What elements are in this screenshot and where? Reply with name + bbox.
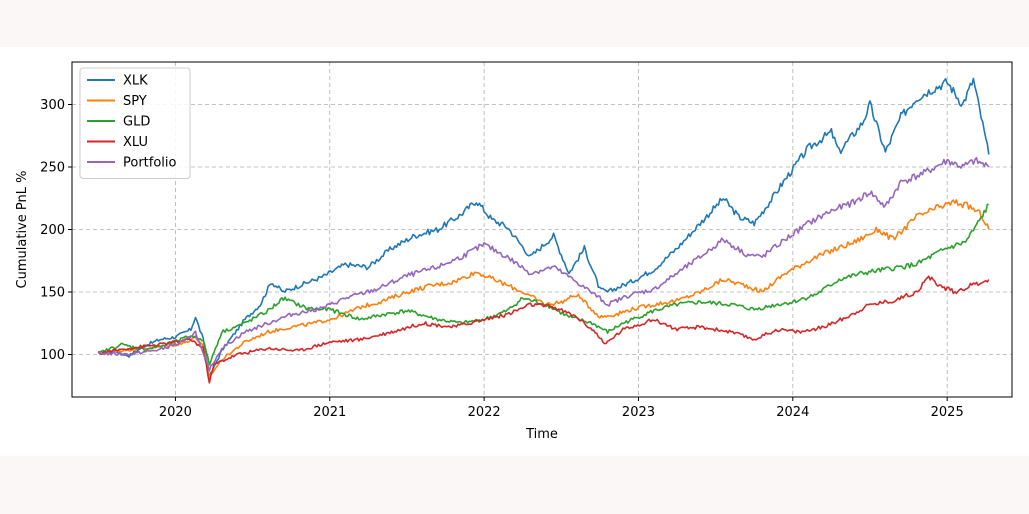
legend-label: XLU [123, 135, 148, 150]
legend-label: Portfolio [123, 156, 177, 171]
series-line-gld [98, 203, 989, 366]
axis-ticks: 2020 2021 2022 2023 2024 2025 100 150 200 250 300 [40, 98, 964, 420]
x-axis-label: Time [525, 427, 558, 442]
legend-label: SPY [123, 94, 147, 109]
x-tick-label: 2022 [468, 405, 501, 420]
y-tick-label: 250 [40, 161, 65, 176]
y-axis-label: Cumulative PnL % [15, 171, 30, 289]
legend-label: XLK [123, 74, 148, 89]
series-line-portfolio [97, 156, 990, 372]
x-tick-label: 2025 [931, 405, 964, 420]
legend-box [79, 67, 191, 179]
legend: XLK SPY GLD XLU Portfolio [79, 67, 191, 179]
plot-area [97, 77, 990, 384]
series-line-spy [97, 199, 990, 379]
x-tick-label: 2020 [159, 405, 192, 420]
y-tick-label: 100 [40, 348, 65, 363]
line-chart: 2020 2021 2022 2023 2024 2025100150200250300 … [15, 61, 1013, 442]
y-tick-label: 150 [40, 286, 65, 301]
series-line-xlu [97, 275, 990, 384]
x-tick-label: 2021 [313, 405, 346, 420]
x-tick-label: 2023 [622, 405, 655, 420]
series-line-xlk [98, 77, 990, 379]
x-tick-label: 2024 [776, 405, 809, 420]
y-tick-label: 200 [40, 223, 65, 238]
legend-label: GLD [123, 115, 150, 130]
chart-figure: 2020 2021 2022 2023 2024 2025 100 150 200 250 300 … [0, 47, 1029, 456]
grid-lines [72, 62, 1012, 397]
y-tick-label: 300 [40, 98, 65, 113]
